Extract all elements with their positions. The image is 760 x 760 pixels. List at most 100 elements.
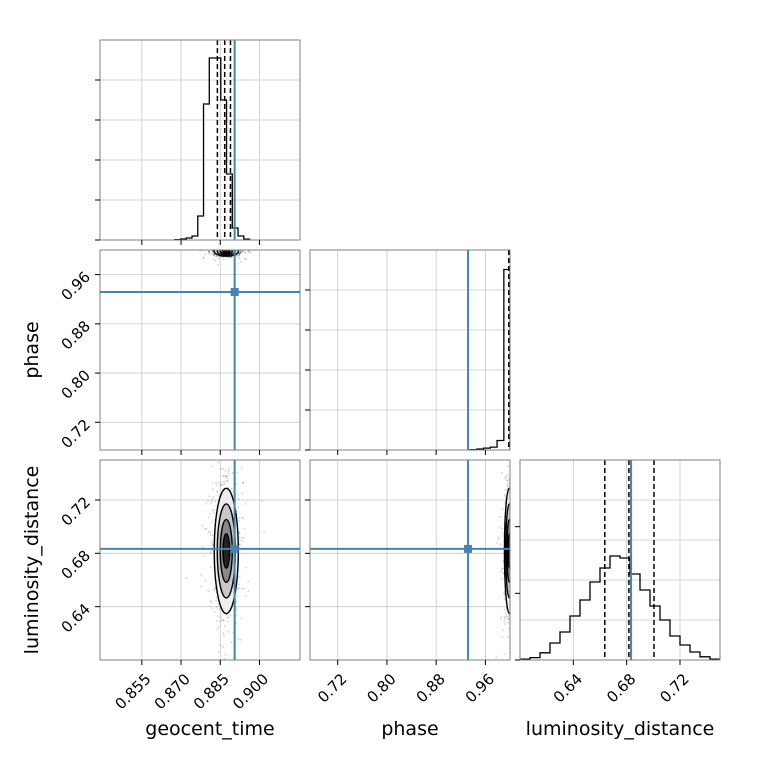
sample-point bbox=[209, 531, 212, 533]
sample-point bbox=[510, 560, 512, 562]
sample-point bbox=[518, 510, 520, 512]
sample-point bbox=[512, 509, 514, 511]
sample-point bbox=[502, 559, 505, 562]
sample-point bbox=[515, 549, 517, 551]
sample-point bbox=[230, 247, 232, 249]
sample-point bbox=[240, 260, 242, 263]
sample-point bbox=[511, 551, 513, 553]
sample-point bbox=[211, 498, 214, 500]
sample-point bbox=[216, 490, 218, 493]
sample-point bbox=[225, 244, 227, 246]
sample-point bbox=[517, 529, 519, 531]
sample-point bbox=[223, 248, 225, 250]
sample-point bbox=[511, 570, 513, 572]
sample-point bbox=[208, 250, 211, 253]
sample-point bbox=[514, 470, 516, 472]
sample-point bbox=[220, 247, 222, 249]
sample-point bbox=[513, 510, 515, 512]
sample-point bbox=[496, 542, 498, 544]
sample-point bbox=[504, 477, 507, 480]
sample-point bbox=[509, 454, 511, 456]
sample-point bbox=[220, 616, 222, 619]
sample-point bbox=[232, 248, 234, 250]
sample-point bbox=[243, 251, 246, 254]
sample-point bbox=[512, 505, 514, 507]
sample-point bbox=[512, 533, 514, 535]
sample-point bbox=[513, 591, 515, 593]
sample-point bbox=[224, 243, 226, 245]
sample-point bbox=[200, 585, 203, 588]
sample-point bbox=[501, 636, 504, 638]
sample-point bbox=[512, 636, 514, 638]
sample-point bbox=[510, 498, 512, 500]
sample-point bbox=[505, 614, 508, 616]
sample-point bbox=[511, 584, 513, 586]
sample-point bbox=[501, 532, 504, 535]
sample-point bbox=[229, 245, 231, 247]
sample-point bbox=[503, 597, 506, 600]
truth-marker bbox=[230, 544, 239, 553]
sample-point bbox=[211, 509, 214, 512]
hist-panel-phase-content bbox=[310, 250, 510, 450]
sample-point bbox=[512, 511, 514, 513]
sample-point bbox=[515, 532, 517, 534]
sample-point bbox=[510, 565, 512, 567]
sample-point bbox=[234, 248, 236, 250]
sample-point bbox=[511, 503, 513, 505]
y-axis-label-phase: phase bbox=[21, 321, 43, 378]
sample-point bbox=[230, 247, 232, 249]
sample-point bbox=[211, 549, 214, 552]
sample-point bbox=[224, 247, 226, 249]
sample-point bbox=[226, 246, 228, 248]
sample-point bbox=[209, 253, 212, 255]
sample-point bbox=[515, 524, 517, 526]
sample-point bbox=[235, 482, 238, 485]
density-contour bbox=[222, 250, 231, 254]
sample-point bbox=[230, 248, 232, 250]
sample-point bbox=[499, 543, 502, 546]
sample-point bbox=[512, 521, 514, 523]
sample-point bbox=[223, 247, 225, 249]
sample-point bbox=[218, 620, 221, 623]
sample-point bbox=[510, 533, 512, 535]
sample-point bbox=[212, 238, 214, 240]
sample-point bbox=[201, 545, 204, 548]
panel-frame bbox=[309, 459, 511, 661]
sample-point bbox=[244, 502, 247, 505]
sample-point bbox=[224, 658, 226, 660]
sample-point bbox=[518, 501, 520, 503]
sample-point bbox=[502, 629, 504, 632]
sample-point bbox=[211, 250, 214, 253]
sample-point bbox=[512, 522, 514, 524]
sample-point bbox=[515, 446, 517, 448]
sample-point bbox=[232, 246, 234, 248]
sample-point bbox=[217, 263, 219, 266]
sample-point bbox=[511, 563, 513, 565]
sample-point bbox=[241, 587, 243, 590]
sample-point bbox=[239, 252, 242, 254]
sample-point bbox=[231, 246, 233, 248]
sample-point bbox=[511, 591, 513, 593]
sample-point bbox=[231, 246, 233, 248]
sample-point bbox=[511, 569, 513, 571]
y-tick-label: 0.88 bbox=[58, 317, 94, 353]
sample-point bbox=[225, 248, 227, 250]
sample-point bbox=[238, 576, 241, 579]
sample-point bbox=[514, 530, 516, 532]
sample-point bbox=[513, 535, 515, 537]
x-tick-label: 0.72 bbox=[656, 670, 692, 706]
sample-point bbox=[216, 628, 219, 630]
truth-marker bbox=[230, 287, 239, 296]
sample-point bbox=[217, 615, 219, 618]
sample-point bbox=[511, 554, 513, 556]
sample-point bbox=[505, 475, 508, 478]
sample-point bbox=[513, 533, 515, 535]
sample-point bbox=[241, 516, 243, 519]
sample-point bbox=[511, 562, 513, 564]
sample-point bbox=[220, 248, 222, 250]
sample-point bbox=[506, 616, 509, 619]
sample-point bbox=[513, 564, 515, 566]
sample-point bbox=[239, 251, 242, 254]
sample-point bbox=[239, 539, 242, 542]
sample-point bbox=[223, 452, 225, 454]
